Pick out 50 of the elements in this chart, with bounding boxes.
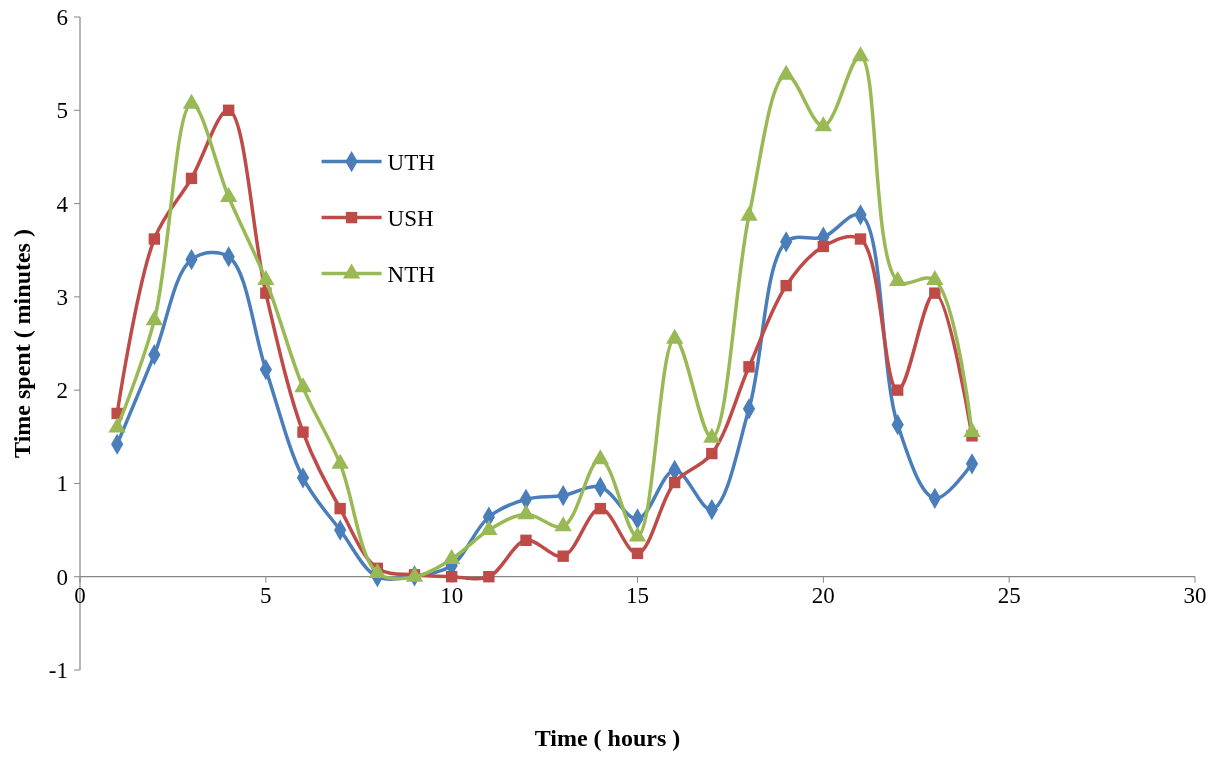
x-axis-title: Time ( hours ) <box>534 725 681 751</box>
y-tick-label: 4 <box>56 191 69 217</box>
point <box>743 361 755 373</box>
y-tick-label: 3 <box>56 284 68 310</box>
point <box>594 502 607 515</box>
x-tick-label: 20 <box>811 583 835 609</box>
point <box>294 377 312 393</box>
point <box>185 172 198 185</box>
x-tick-label: 15 <box>626 583 649 609</box>
y-tick-label: 5 <box>56 98 68 124</box>
point <box>817 240 830 253</box>
legend-label: UTH <box>387 149 435 175</box>
point <box>926 270 944 286</box>
x-tick-label: 0 <box>74 583 86 609</box>
point <box>631 547 644 560</box>
point <box>851 46 870 62</box>
y-tick-label: -1 <box>48 658 68 684</box>
y-tick-label: 1 <box>56 471 68 497</box>
point <box>780 279 792 292</box>
legend-label: USH <box>387 205 434 231</box>
point <box>963 422 981 438</box>
legend-label: NTH <box>387 261 435 287</box>
point <box>257 270 275 286</box>
point <box>706 447 718 460</box>
point <box>929 287 941 299</box>
point <box>740 205 758 221</box>
point <box>520 534 532 547</box>
x-tick-label: 30 <box>1183 583 1207 609</box>
point <box>182 93 201 109</box>
x-tick-label: 25 <box>997 583 1021 609</box>
y-tick-label: 2 <box>56 378 68 404</box>
point <box>814 116 832 132</box>
point <box>891 384 904 396</box>
y-axis-title: Time spent ( minutes ) <box>9 229 35 458</box>
point <box>557 550 569 562</box>
point <box>148 233 161 245</box>
y-tick-label: 0 <box>56 564 68 590</box>
point <box>145 310 163 326</box>
x-tick-label: 5 <box>260 583 272 609</box>
point <box>668 476 681 489</box>
point <box>854 233 867 245</box>
x-tick-label: 10 <box>440 583 464 609</box>
point <box>220 187 238 203</box>
point <box>222 104 235 116</box>
point <box>334 502 346 515</box>
point <box>777 64 795 80</box>
y-tick-label: 6 <box>56 5 68 31</box>
point <box>297 426 309 438</box>
point <box>483 571 495 583</box>
point <box>445 571 458 583</box>
